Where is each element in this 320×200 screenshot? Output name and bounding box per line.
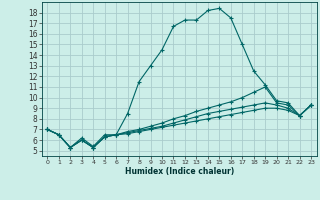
X-axis label: Humidex (Indice chaleur): Humidex (Indice chaleur) xyxy=(124,167,234,176)
